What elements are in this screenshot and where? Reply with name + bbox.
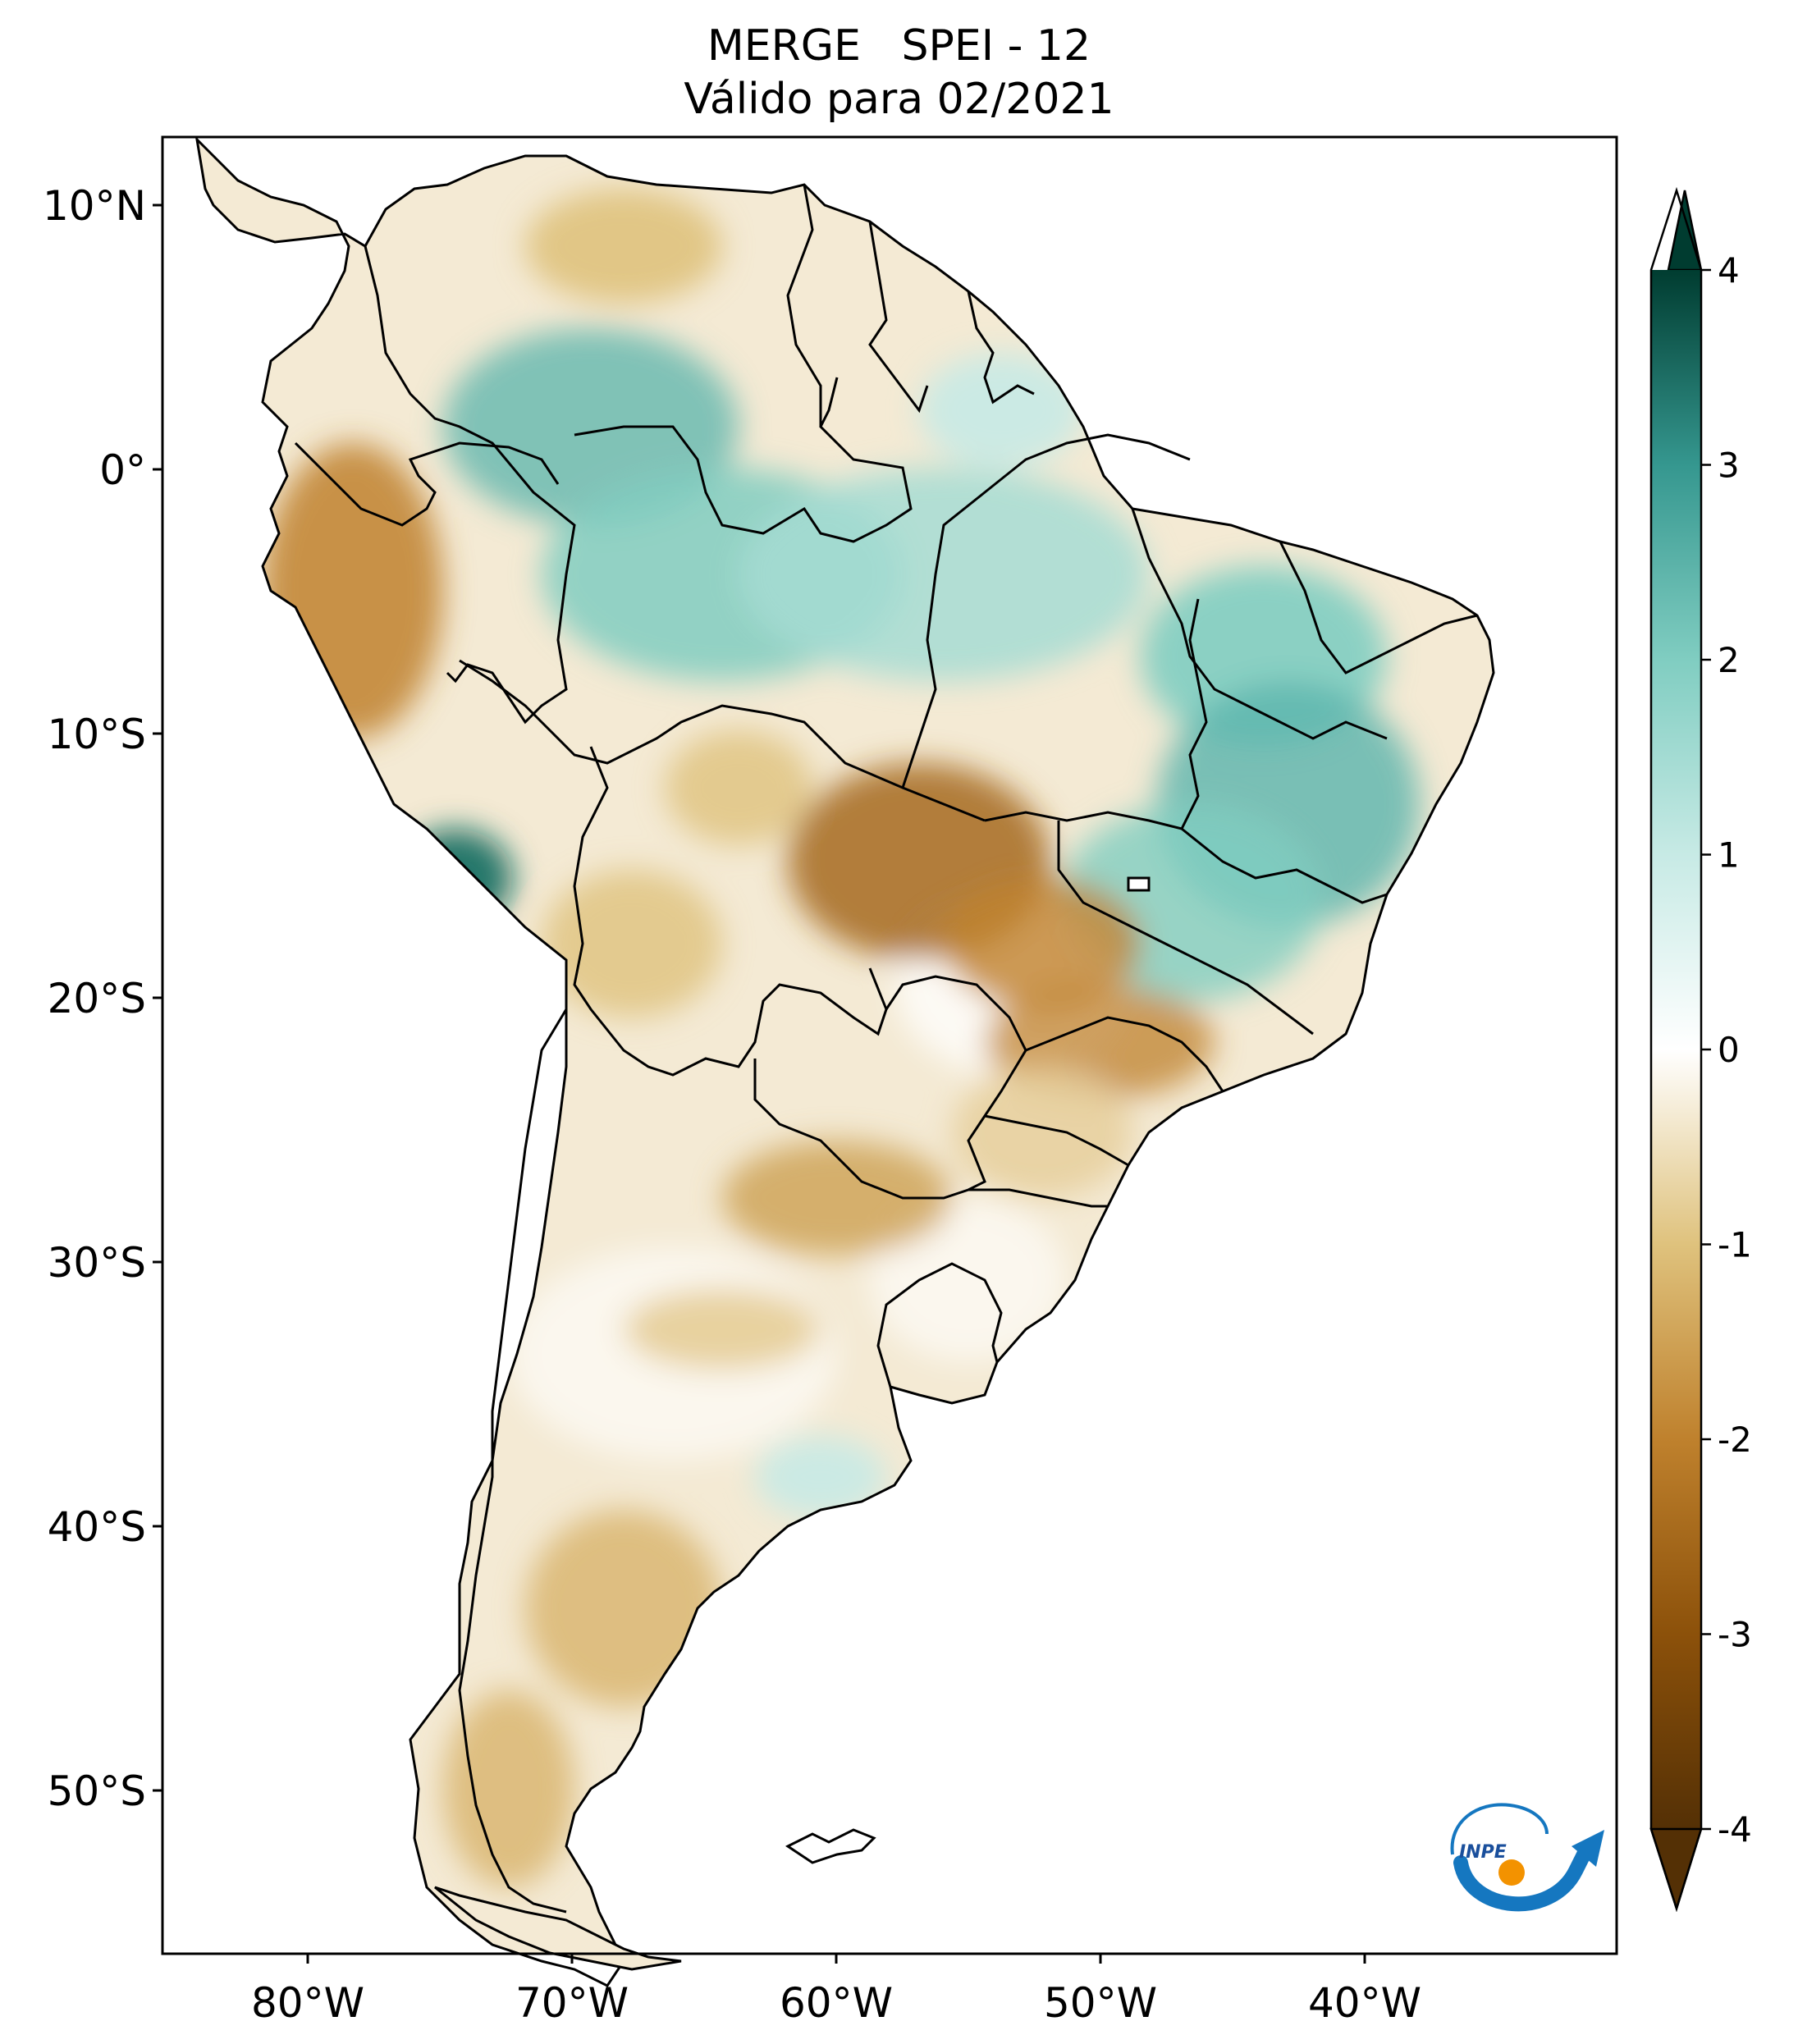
- map-title-line1: MERGE SPEI - 12: [707, 21, 1091, 71]
- border-venezuela-brazil: [574, 377, 913, 543]
- border-bolivia: [573, 746, 888, 1077]
- border-colombia: [364, 245, 576, 725]
- map-title-line2: Válido para 02/2021: [684, 75, 1114, 124]
- logo-arrow-icon: [1572, 1830, 1604, 1867]
- border-brazil-states-central: [984, 598, 1208, 830]
- colorbar-tick-label: 3: [1718, 446, 1740, 486]
- lon-tick-label: 60°W: [780, 1979, 893, 2027]
- border-paraguay: [753, 975, 1027, 1200]
- logo-text: INPE: [1459, 1842, 1507, 1863]
- colorbar-tick-label: 4: [1718, 250, 1740, 290]
- border-brazil-states-north: [901, 433, 1191, 789]
- colorbar-tick-label: -4: [1718, 1809, 1752, 1850]
- federal-district: [1127, 876, 1151, 892]
- border-ecuador-peru: [294, 441, 560, 527]
- border-brazil-states-southeast: [1057, 821, 1314, 1036]
- colorbar-tick-label: -3: [1718, 1615, 1752, 1655]
- map-frame: [161, 135, 1618, 1955]
- border-guyana-suriname: [868, 221, 929, 414]
- lat-tick-label: 30°S: [48, 1239, 146, 1287]
- colorbar-tick-label: -1: [1718, 1225, 1752, 1265]
- colorbar-ticks: 4 3 2 1 0 -1 -2 -3 -4: [1701, 250, 1752, 1850]
- latitude-axis: 10°N 0° 10°S 20°S 30°S 40°S 50°S: [43, 182, 162, 1815]
- logo-orbit-icon: [1450, 1803, 1549, 1855]
- border-chile-argentina: [458, 1008, 568, 1914]
- political-borders: [294, 184, 1478, 1914]
- logo-swoosh-icon: [1453, 1847, 1591, 1912]
- colorbar-gradient: [1651, 270, 1701, 1829]
- border-brazil-states-pr: [984, 1114, 1129, 1167]
- logo-dot-icon: [1498, 1859, 1525, 1886]
- border-brazil-states-piaui: [1131, 508, 1388, 740]
- coastline: [194, 135, 1495, 1987]
- tierra-del-fuego: [434, 1886, 682, 1971]
- colorbar: 4 3 2 1 0 -1 -2 -3 -4: [1649, 186, 1752, 1913]
- longitude-axis: 80°W 70°W 60°W 50°W 40°W: [251, 1954, 1421, 2027]
- lat-tick-label: 20°S: [48, 975, 146, 1022]
- border-brazil-states-sp: [1025, 1016, 1224, 1092]
- border-brazil-peru-bolivia: [459, 659, 986, 822]
- colorbar-tick-label: 1: [1718, 835, 1740, 876]
- lat-tick-label: 10°N: [43, 182, 146, 230]
- lat-tick-label: 40°S: [48, 1503, 146, 1551]
- colorbar-tick-label: -2: [1718, 1420, 1752, 1460]
- lat-tick-label: 50°S: [48, 1767, 146, 1815]
- lon-tick-label: 70°W: [515, 1979, 629, 2027]
- border-uruguay: [876, 1262, 1003, 1388]
- border-brazil-states-bahia: [1181, 827, 1388, 904]
- border-suriname-guiana: [967, 290, 1035, 405]
- lon-tick-label: 50°W: [1044, 1979, 1157, 2027]
- colorbar-extend-min: [1649, 1827, 1703, 1913]
- border-brazil-states-northeast: [1279, 541, 1478, 674]
- lon-tick-label: 80°W: [251, 1979, 364, 2027]
- lon-tick-label: 40°W: [1308, 1979, 1421, 2027]
- falkland-islands: [785, 1828, 876, 1864]
- lat-tick-label: 0°: [99, 446, 146, 494]
- inpe-logo: INPE: [1450, 1803, 1604, 1912]
- border-brazil-states-sc: [968, 1188, 1108, 1208]
- lat-tick-label: 10°S: [48, 711, 146, 758]
- border-venezuela-guyana: [786, 184, 822, 427]
- colorbar-tick-label: 2: [1718, 640, 1740, 680]
- colorbar-tick-label: 0: [1718, 1030, 1740, 1070]
